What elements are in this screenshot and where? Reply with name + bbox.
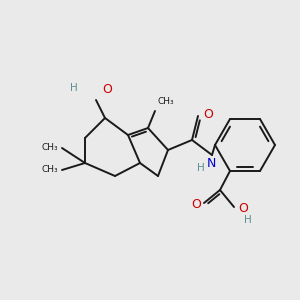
Text: H: H bbox=[70, 83, 78, 93]
Text: CH₃: CH₃ bbox=[41, 143, 58, 152]
Text: O: O bbox=[191, 199, 201, 212]
Text: O: O bbox=[238, 202, 248, 215]
Text: O: O bbox=[102, 83, 112, 96]
Text: O: O bbox=[203, 107, 213, 121]
Text: H: H bbox=[244, 215, 252, 225]
Text: CH₃: CH₃ bbox=[158, 97, 175, 106]
Text: CH₃: CH₃ bbox=[41, 166, 58, 175]
Text: H: H bbox=[197, 163, 205, 173]
Text: N: N bbox=[206, 157, 216, 170]
